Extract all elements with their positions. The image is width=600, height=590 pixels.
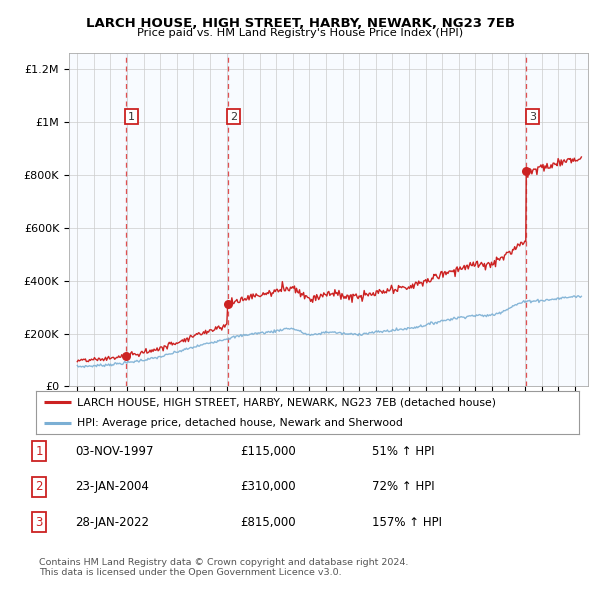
Bar: [126, 53, 227, 386]
Text: 2: 2: [35, 480, 43, 493]
Text: LARCH HOUSE, HIGH STREET, HARBY, NEWARK, NG23 7EB (detached house): LARCH HOUSE, HIGH STREET, HARBY, NEWARK,…: [77, 397, 496, 407]
Text: 1: 1: [35, 445, 43, 458]
Text: 157% ↑ HPI: 157% ↑ HPI: [372, 516, 442, 529]
Text: LARCH HOUSE, HIGH STREET, HARBY, NEWARK, NG23 7EB: LARCH HOUSE, HIGH STREET, HARBY, NEWARK,…: [86, 17, 515, 30]
Bar: [227, 53, 526, 386]
Text: £115,000: £115,000: [240, 445, 296, 458]
Text: 2: 2: [230, 112, 237, 122]
Text: 03-NOV-1997: 03-NOV-1997: [75, 445, 154, 458]
Text: HPI: Average price, detached house, Newark and Sherwood: HPI: Average price, detached house, Newa…: [77, 418, 403, 428]
Text: 23-JAN-2004: 23-JAN-2004: [75, 480, 149, 493]
Text: 3: 3: [35, 516, 43, 529]
Text: 1: 1: [128, 112, 135, 122]
Text: 3: 3: [529, 112, 536, 122]
Text: 72% ↑ HPI: 72% ↑ HPI: [372, 480, 434, 493]
Bar: [69, 53, 126, 386]
Text: 51% ↑ HPI: 51% ↑ HPI: [372, 445, 434, 458]
Bar: [526, 53, 588, 386]
Text: Contains HM Land Registry data © Crown copyright and database right 2024.
This d: Contains HM Land Registry data © Crown c…: [39, 558, 409, 577]
Text: Price paid vs. HM Land Registry's House Price Index (HPI): Price paid vs. HM Land Registry's House …: [137, 28, 463, 38]
Text: £310,000: £310,000: [240, 480, 296, 493]
Text: 28-JAN-2022: 28-JAN-2022: [75, 516, 149, 529]
Text: £815,000: £815,000: [240, 516, 296, 529]
